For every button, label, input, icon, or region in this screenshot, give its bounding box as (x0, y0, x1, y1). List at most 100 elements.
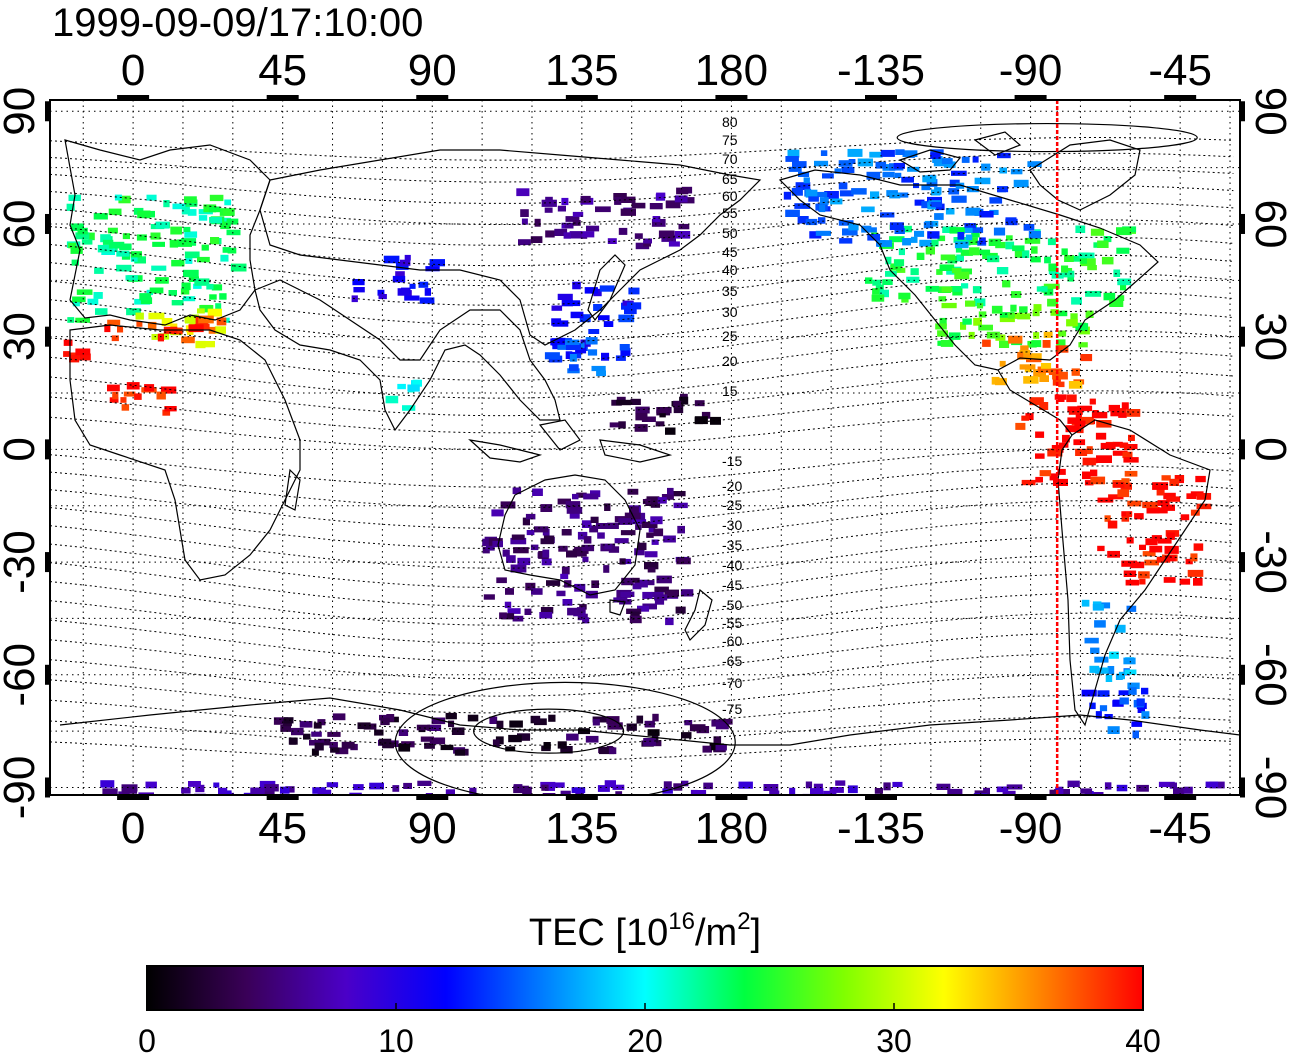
tec-cell (1031, 246, 1038, 254)
tec-cell (1196, 493, 1212, 500)
tec-cell (847, 785, 858, 794)
tec-cell (570, 311, 584, 319)
tec-cell (949, 227, 966, 234)
tec-cell (1190, 509, 1200, 516)
tec-cell (814, 160, 829, 167)
tec-cell (1138, 571, 1150, 579)
tec-cell (565, 501, 581, 509)
tec-cell (1109, 299, 1124, 307)
tec-cell (665, 427, 676, 435)
tec-cell (1074, 420, 1086, 427)
tec-cell (604, 503, 611, 511)
tec-cell (1005, 217, 1017, 225)
tec-cell (792, 161, 807, 168)
tec-cell (789, 787, 796, 795)
tec-cell (589, 525, 599, 533)
tec-cell (619, 558, 626, 565)
tec-cell (1127, 682, 1140, 689)
tec-cell (93, 213, 108, 220)
tec-cell (219, 293, 227, 300)
tec-cell (649, 203, 663, 210)
tec-cell (880, 212, 895, 218)
tec-cell (1043, 331, 1053, 338)
tec-cell (424, 288, 431, 296)
tec-cell (386, 714, 395, 722)
tec-cell (108, 208, 122, 216)
tec-cell (448, 720, 455, 728)
tec-cell (655, 421, 665, 427)
tec-cell (838, 182, 848, 190)
tec-cell (206, 283, 214, 290)
tec-cell (1071, 368, 1080, 376)
tec-cell (1090, 647, 1100, 654)
tec-cell (665, 591, 678, 598)
colorbar-ticks: 0 10 20 30 40 (138, 1003, 1161, 1057)
tec-cell (1112, 450, 1128, 456)
tec-cell (524, 608, 532, 615)
tec-cell (794, 203, 811, 209)
tec-cell (138, 792, 154, 795)
frame-tick-marks (45, 95, 1245, 800)
tec-cell (1120, 482, 1132, 490)
tec-cell (545, 230, 555, 238)
tec-cell (656, 575, 672, 584)
contour-label-north: 80 (722, 114, 738, 130)
tec-cell (870, 227, 877, 233)
tec-cell (1063, 270, 1075, 278)
tec-cell (974, 298, 986, 307)
tec-cell (1015, 422, 1026, 430)
tec-cell (901, 176, 914, 183)
tec-cell (1119, 442, 1129, 448)
tec-cell (1007, 312, 1015, 319)
right-latitude-tick-label: 0 (1246, 437, 1292, 461)
tec-cell (512, 487, 522, 495)
tec-cell (620, 348, 631, 356)
tec-cell (209, 194, 224, 202)
tec-cell (642, 591, 653, 599)
tec-cell (1013, 179, 1029, 188)
tec-cell (216, 317, 227, 326)
left-latitude-tick-label: 30 (0, 312, 44, 361)
tec-cell (130, 251, 142, 258)
tec-cell (162, 409, 171, 416)
tec-cell (377, 289, 385, 296)
tec-cell (1066, 394, 1077, 403)
right-latitude-tick-label: 90 (1246, 87, 1292, 136)
tec-cell (177, 239, 192, 247)
magnetic-contour (50, 369, 1234, 417)
right-frame-tick (1240, 777, 1245, 798)
tec-cell (646, 496, 660, 504)
tec-cell (906, 276, 920, 283)
right-frame-tick (1240, 213, 1245, 234)
tec-cell (597, 532, 605, 539)
tec-cell (608, 747, 617, 755)
tec-cell (1104, 515, 1111, 522)
tec-cell (197, 256, 210, 263)
tec-cell (545, 196, 553, 202)
tec-cell (841, 166, 855, 173)
tec-cell (283, 717, 294, 724)
tec-cell (869, 151, 883, 158)
tec-cell (1089, 398, 1096, 405)
right-latitude-tick-label: 30 (1246, 312, 1292, 361)
tec-cell (1031, 340, 1042, 348)
tec-cell (1047, 298, 1059, 307)
tec-cell (1179, 578, 1191, 585)
tec-cell (1092, 604, 1104, 611)
tec-cell (565, 343, 581, 351)
tec-cell (738, 781, 753, 789)
tec-cell (161, 318, 173, 326)
tec-cell (642, 499, 651, 505)
tec-cell (197, 308, 205, 314)
tec-cell (788, 166, 802, 172)
tec-cell (561, 197, 569, 206)
tec-cell (661, 494, 674, 500)
tec-cell (506, 555, 516, 563)
tec-cell (999, 167, 1007, 174)
tec-cell (1118, 412, 1127, 418)
tec-cell (670, 491, 686, 497)
right-latitude-tick-label: -30 (1246, 530, 1292, 594)
tec-cell (1050, 309, 1059, 316)
contour-label-south: -25 (722, 497, 742, 513)
